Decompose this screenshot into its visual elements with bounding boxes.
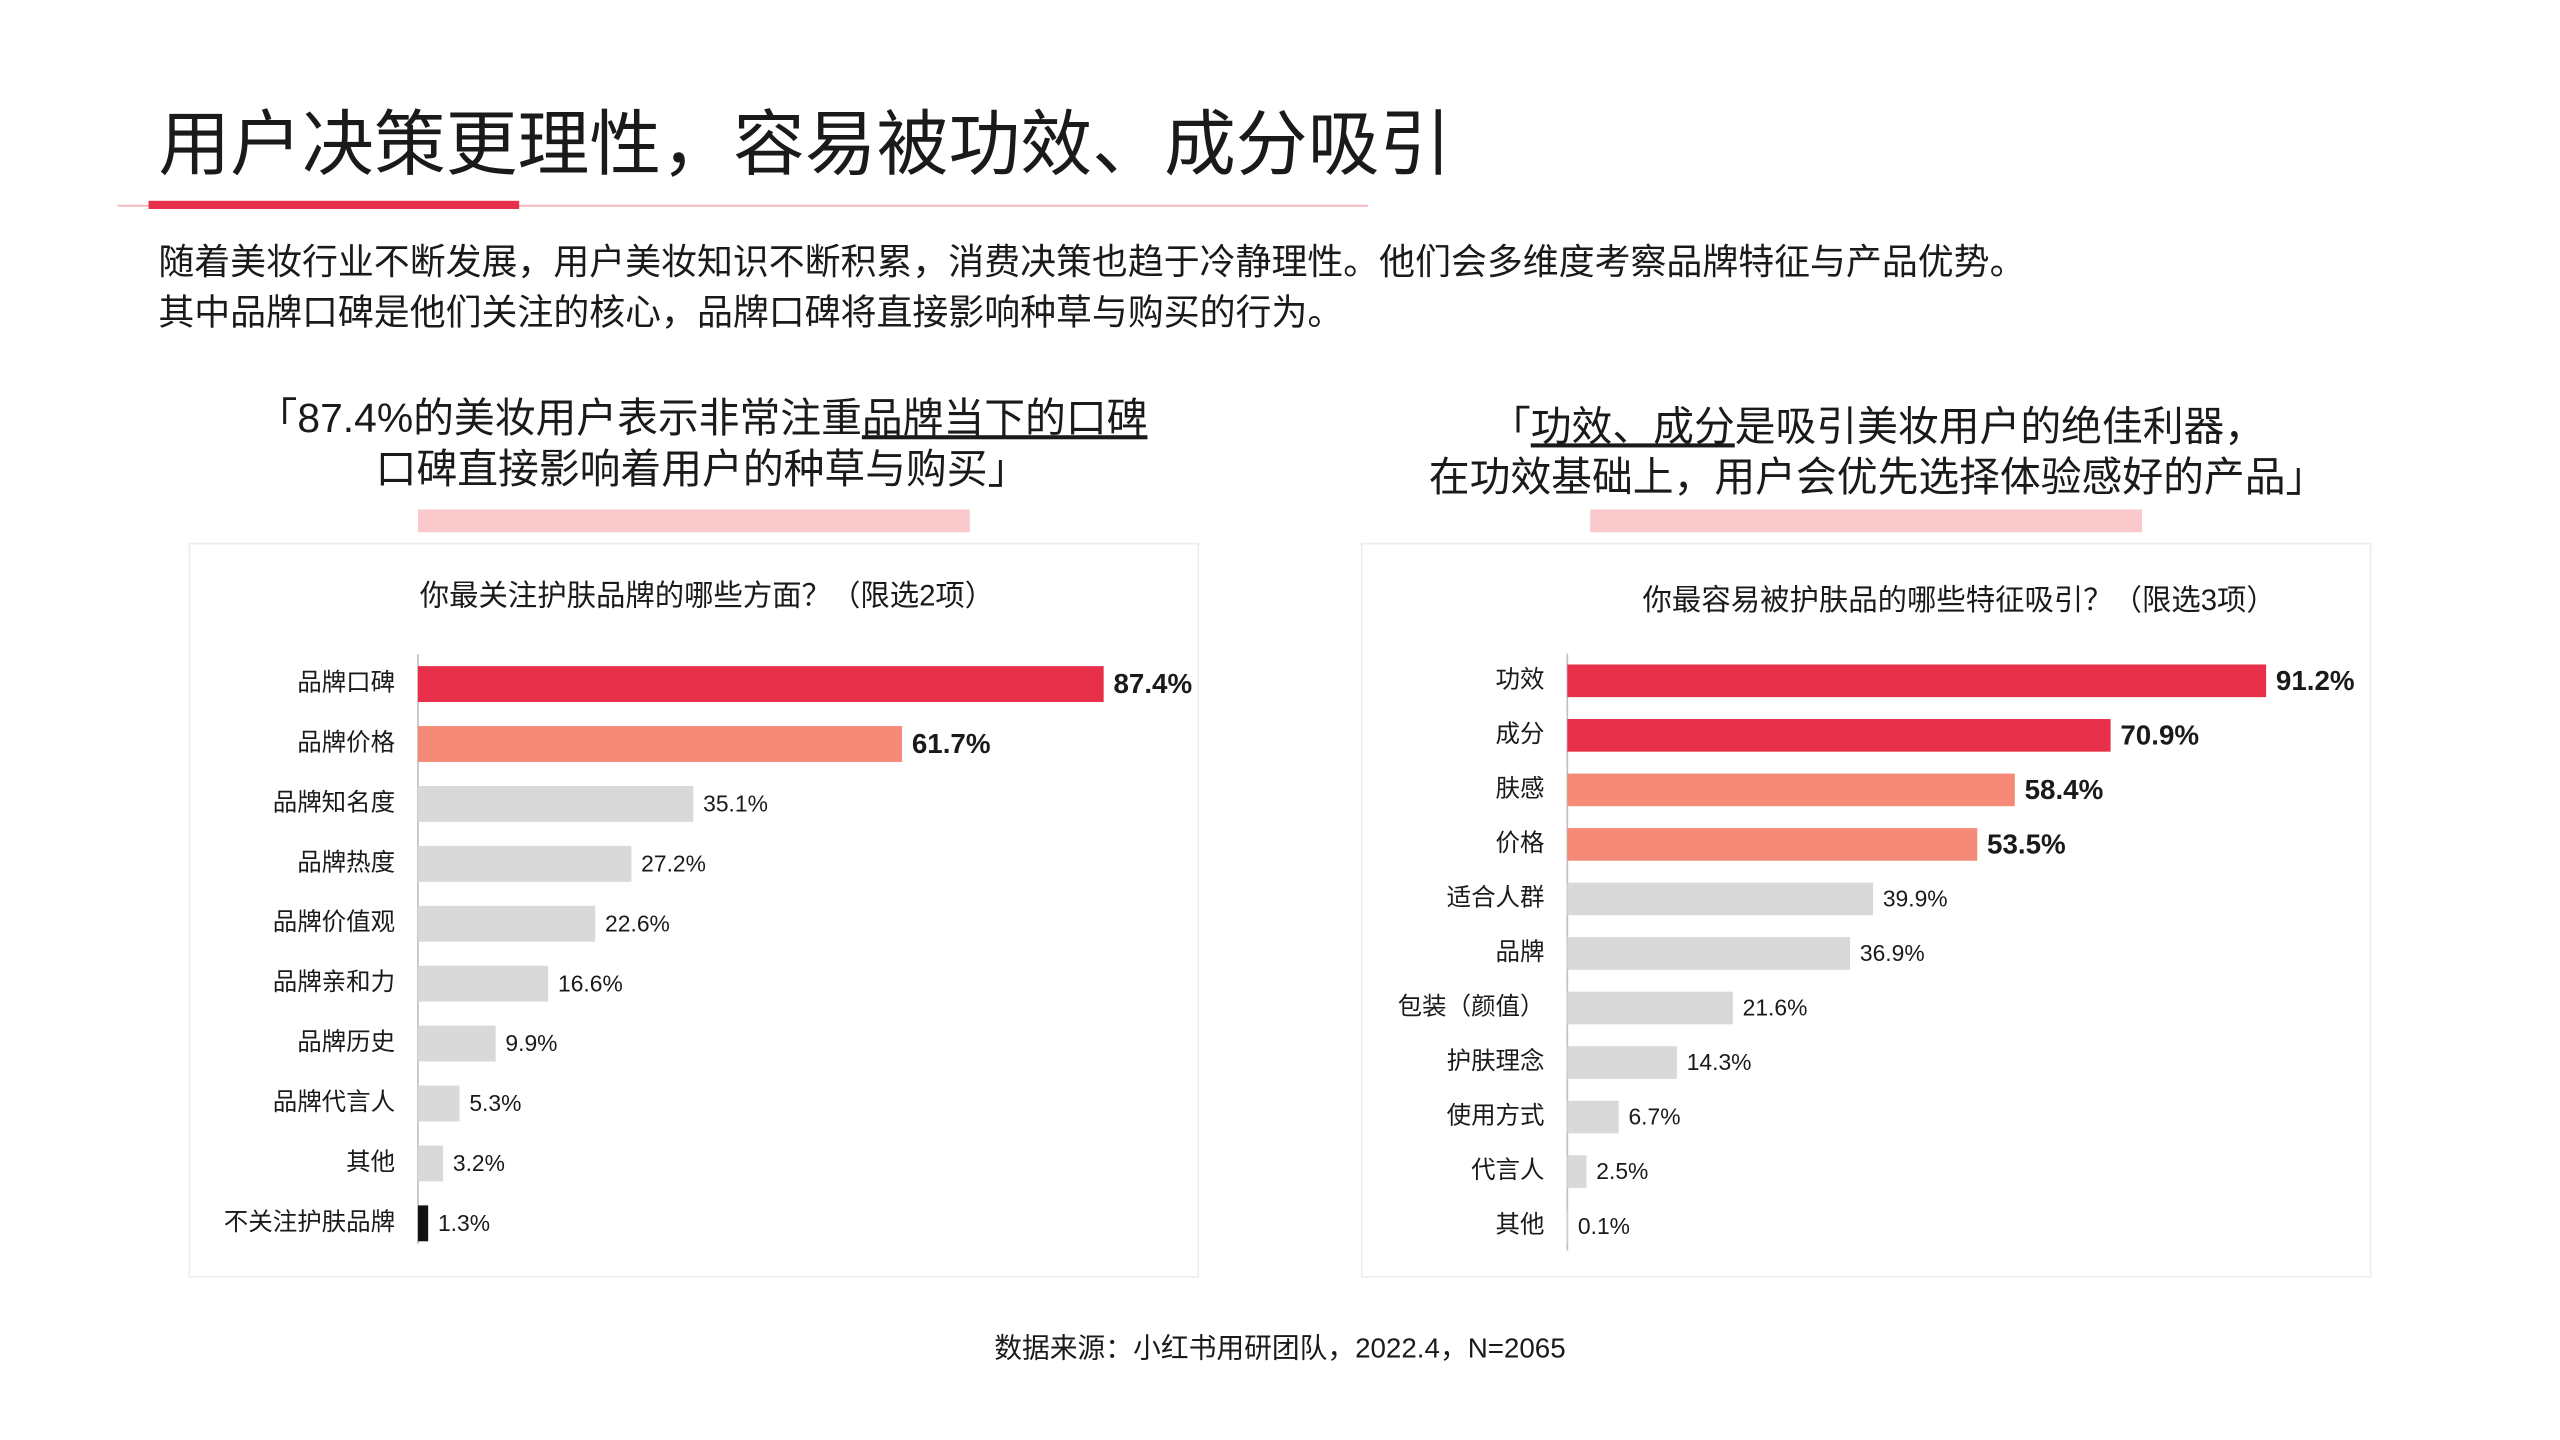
category-label: 品牌口碑 bbox=[297, 669, 395, 697]
value-label: 6.7% bbox=[1628, 1104, 1680, 1130]
quote-line: 在功效基础上，用户会优先选择体验感好的产品」 bbox=[1429, 454, 2327, 500]
value-label: 5.3% bbox=[469, 1090, 521, 1116]
value-label: 35.1% bbox=[703, 791, 768, 817]
category-label: 不关注护肤品牌 bbox=[224, 1208, 395, 1236]
bar bbox=[417, 1205, 429, 1242]
value-label: 53.5% bbox=[1987, 828, 2066, 859]
bar bbox=[417, 1025, 496, 1062]
bar bbox=[417, 845, 632, 882]
category-label: 其他 bbox=[346, 1148, 395, 1176]
bar bbox=[1567, 882, 1874, 916]
value-label: 21.6% bbox=[1743, 995, 1808, 1021]
bar bbox=[1567, 991, 1733, 1025]
bar bbox=[417, 1085, 460, 1122]
category-label: 适合人群 bbox=[1447, 883, 1545, 911]
quote-highlight bbox=[1590, 509, 2143, 533]
category-label: 品牌代言人 bbox=[273, 1088, 395, 1116]
quote-underlined: 功效、成分 bbox=[1531, 403, 1735, 449]
value-label: 16.6% bbox=[558, 970, 623, 996]
quote-line: 「功效、成分是吸引美妆用户的绝佳利器， bbox=[1490, 403, 2265, 449]
category-label: 其他 bbox=[1496, 1211, 1545, 1239]
quote-text: 「87.4%的美妆用户表示非常注重 bbox=[257, 395, 862, 441]
quote-text: 在功效基础上，用户会优先选择体验感好的产品」 bbox=[1429, 454, 2327, 500]
category-label: 使用方式 bbox=[1447, 1102, 1545, 1130]
source-note: 数据来源：小红书用研团队，2022.4，N=2065 bbox=[994, 1333, 1565, 1364]
category-label: 品牌历史 bbox=[297, 1028, 395, 1056]
value-label: 3.2% bbox=[453, 1150, 505, 1176]
value-label: 91.2% bbox=[2276, 665, 2355, 696]
value-label: 9.9% bbox=[505, 1030, 557, 1056]
quote-text: 「 bbox=[1490, 403, 1531, 449]
title-accent bbox=[148, 200, 520, 209]
value-label: 87.4% bbox=[1113, 668, 1192, 699]
category-label: 价格 bbox=[1496, 829, 1545, 857]
bar bbox=[417, 905, 596, 942]
category-label: 代言人 bbox=[1471, 1156, 1544, 1184]
value-label: 27.2% bbox=[641, 851, 706, 877]
category-label: 护肤理念 bbox=[1447, 1047, 1545, 1075]
bar bbox=[1567, 719, 2111, 752]
bar bbox=[1567, 1100, 1619, 1134]
category-label: 成分 bbox=[1496, 720, 1545, 748]
quote-line: 口碑直接影响着用户的种草与购买」 bbox=[376, 446, 1029, 492]
bar bbox=[1567, 937, 1851, 970]
value-label: 0.1% bbox=[1578, 1213, 1630, 1239]
bar bbox=[1567, 1046, 1677, 1079]
value-label: 2.5% bbox=[1596, 1158, 1648, 1184]
bar bbox=[1567, 773, 2015, 807]
category-label: 品牌价格 bbox=[297, 728, 395, 756]
quote-underlined: 品牌当下的口碑 bbox=[862, 395, 1148, 441]
value-label: 22.6% bbox=[605, 910, 670, 936]
bar bbox=[1567, 664, 2267, 698]
paragraph-line: 随着美妆行业不断发展，用户美妆知识不断积累，消费决策也趋于冷静理性。他们会多维度… bbox=[158, 241, 2025, 282]
category-label: 功效 bbox=[1496, 665, 1545, 693]
bar bbox=[417, 726, 903, 762]
chart-title: 你最关注护肤品牌的哪些方面？（限选2项） bbox=[420, 579, 994, 612]
slide-title: 用户决策更理性，容易被功效、成分吸引 bbox=[158, 105, 1451, 185]
quote-text: 是吸引美妆用户的绝佳利器， bbox=[1735, 403, 2265, 449]
quote-highlight bbox=[417, 509, 970, 533]
value-label: 70.9% bbox=[2120, 719, 2199, 750]
quote-line: 「87.4%的美妆用户表示非常注重品牌当下的口碑 bbox=[257, 395, 1148, 441]
chart-panel bbox=[1360, 542, 2372, 1278]
chart-panel bbox=[188, 542, 1200, 1278]
category-label: 品牌 bbox=[1496, 938, 1545, 966]
paragraph-line: 其中品牌口碑是他们关注的核心，品牌口碑将直接影响种草与购买的行为。 bbox=[158, 292, 1343, 333]
value-label: 61.7% bbox=[912, 728, 991, 759]
category-label: 品牌热度 bbox=[297, 848, 395, 876]
bar bbox=[417, 785, 694, 822]
value-label: 36.9% bbox=[1860, 940, 1925, 966]
quote-text: 口碑直接影响着用户的种草与购买」 bbox=[376, 446, 1029, 492]
value-label: 58.4% bbox=[2025, 774, 2104, 805]
bar bbox=[417, 965, 549, 1002]
category-label: 包装（颜值） bbox=[1398, 992, 1545, 1020]
value-label: 39.9% bbox=[1883, 886, 1948, 912]
category-label: 肤感 bbox=[1496, 774, 1545, 802]
bar bbox=[1567, 1155, 1587, 1188]
category-label: 品牌价值观 bbox=[273, 908, 395, 936]
bar bbox=[417, 1145, 444, 1182]
category-label: 品牌亲和力 bbox=[273, 968, 395, 996]
value-label: 14.3% bbox=[1687, 1049, 1752, 1075]
category-label: 品牌知名度 bbox=[273, 788, 395, 816]
bar bbox=[1567, 1209, 1569, 1243]
bar bbox=[1567, 828, 1978, 861]
value-label: 1.3% bbox=[438, 1210, 490, 1236]
chart-title: 你最容易被护肤品的哪些特征吸引？（限选3项） bbox=[1643, 584, 2276, 617]
bar bbox=[417, 666, 1104, 703]
